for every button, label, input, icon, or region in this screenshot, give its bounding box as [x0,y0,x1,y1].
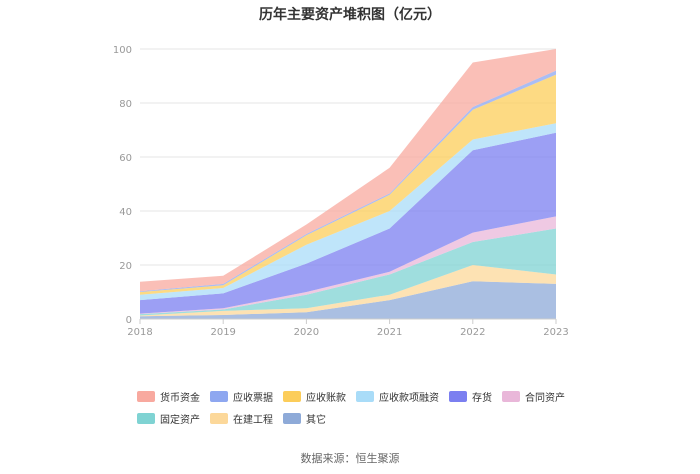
legend-label: 货币资金 [160,392,200,404]
legend-label: 应收票据 [233,392,273,404]
axes: 0 20 40 60 80 100 2018 2019 2020 2021 2022 2023 [113,45,569,338]
legend-item-yingshouzhangkuan[interactable]: 应收账款 [283,389,346,404]
legend-label: 合同资产 [525,392,565,404]
area-series-2[interactable] [140,228,556,316]
legend: 货币资金 应收票据 应收账款 应收款项融资 存货 合同资产 固定资产 在建工程 … [137,389,597,426]
area-series-8[interactable] [140,49,556,292]
area-series-1[interactable] [140,265,556,317]
legend-item-guding[interactable]: 固定资产 [137,411,200,426]
chart-title: 历年主要资产堆积图（亿元） [259,7,441,23]
data-source: 数据来源：恒生聚源 [300,452,400,465]
y-tick-label: 40 [119,207,132,218]
area-series [140,49,556,319]
legend-swatch [283,390,301,402]
y-tick-label: 60 [119,153,132,164]
legend-item-cunhuo[interactable]: 存货 [449,389,492,404]
legend-item-zaijian[interactable]: 在建工程 [210,411,273,426]
legend-swatch [502,390,520,402]
legend-swatch [356,390,374,402]
x-tick-label: 2018 [127,327,152,338]
area-series-5[interactable] [140,123,556,301]
legend-item-rongzi[interactable]: 应收款项融资 [356,389,439,404]
x-tick-label: 2019 [210,327,235,338]
area-series-0[interactable] [140,281,556,319]
area-series-4[interactable] [140,132,556,314]
legend-swatch [210,390,228,402]
legend-swatch [449,390,467,402]
legend-item-yingshoupiaoju[interactable]: 应收票据 [210,389,273,404]
x-tick-label: 2021 [377,327,402,338]
area-series-6[interactable] [140,74,556,295]
area-series-3[interactable] [140,216,556,315]
y-tick-label: 0 [126,315,132,326]
legend-swatch [283,412,301,424]
legend-swatch [210,412,228,424]
legend-label: 应收账款 [306,392,346,404]
legend-swatch [137,390,155,402]
legend-item-huobi[interactable]: 货币资金 [137,389,200,404]
y-tick-label: 100 [113,45,132,56]
y-tick-label: 80 [119,99,132,110]
legend-item-hetong[interactable]: 合同资产 [502,389,565,404]
x-tick-label: 2023 [543,327,568,338]
legend-label: 应收款项融资 [379,392,439,404]
legend-swatch [137,412,155,424]
y-tick-label: 20 [119,261,132,272]
legend-item-qita[interactable]: 其它 [283,411,326,426]
legend-label: 其它 [306,414,326,426]
x-tick-label: 2020 [294,327,319,338]
x-tick-label: 2022 [460,327,485,338]
legend-label: 固定资产 [160,414,200,426]
legend-label: 在建工程 [233,414,273,426]
legend-label: 存货 [472,392,492,404]
